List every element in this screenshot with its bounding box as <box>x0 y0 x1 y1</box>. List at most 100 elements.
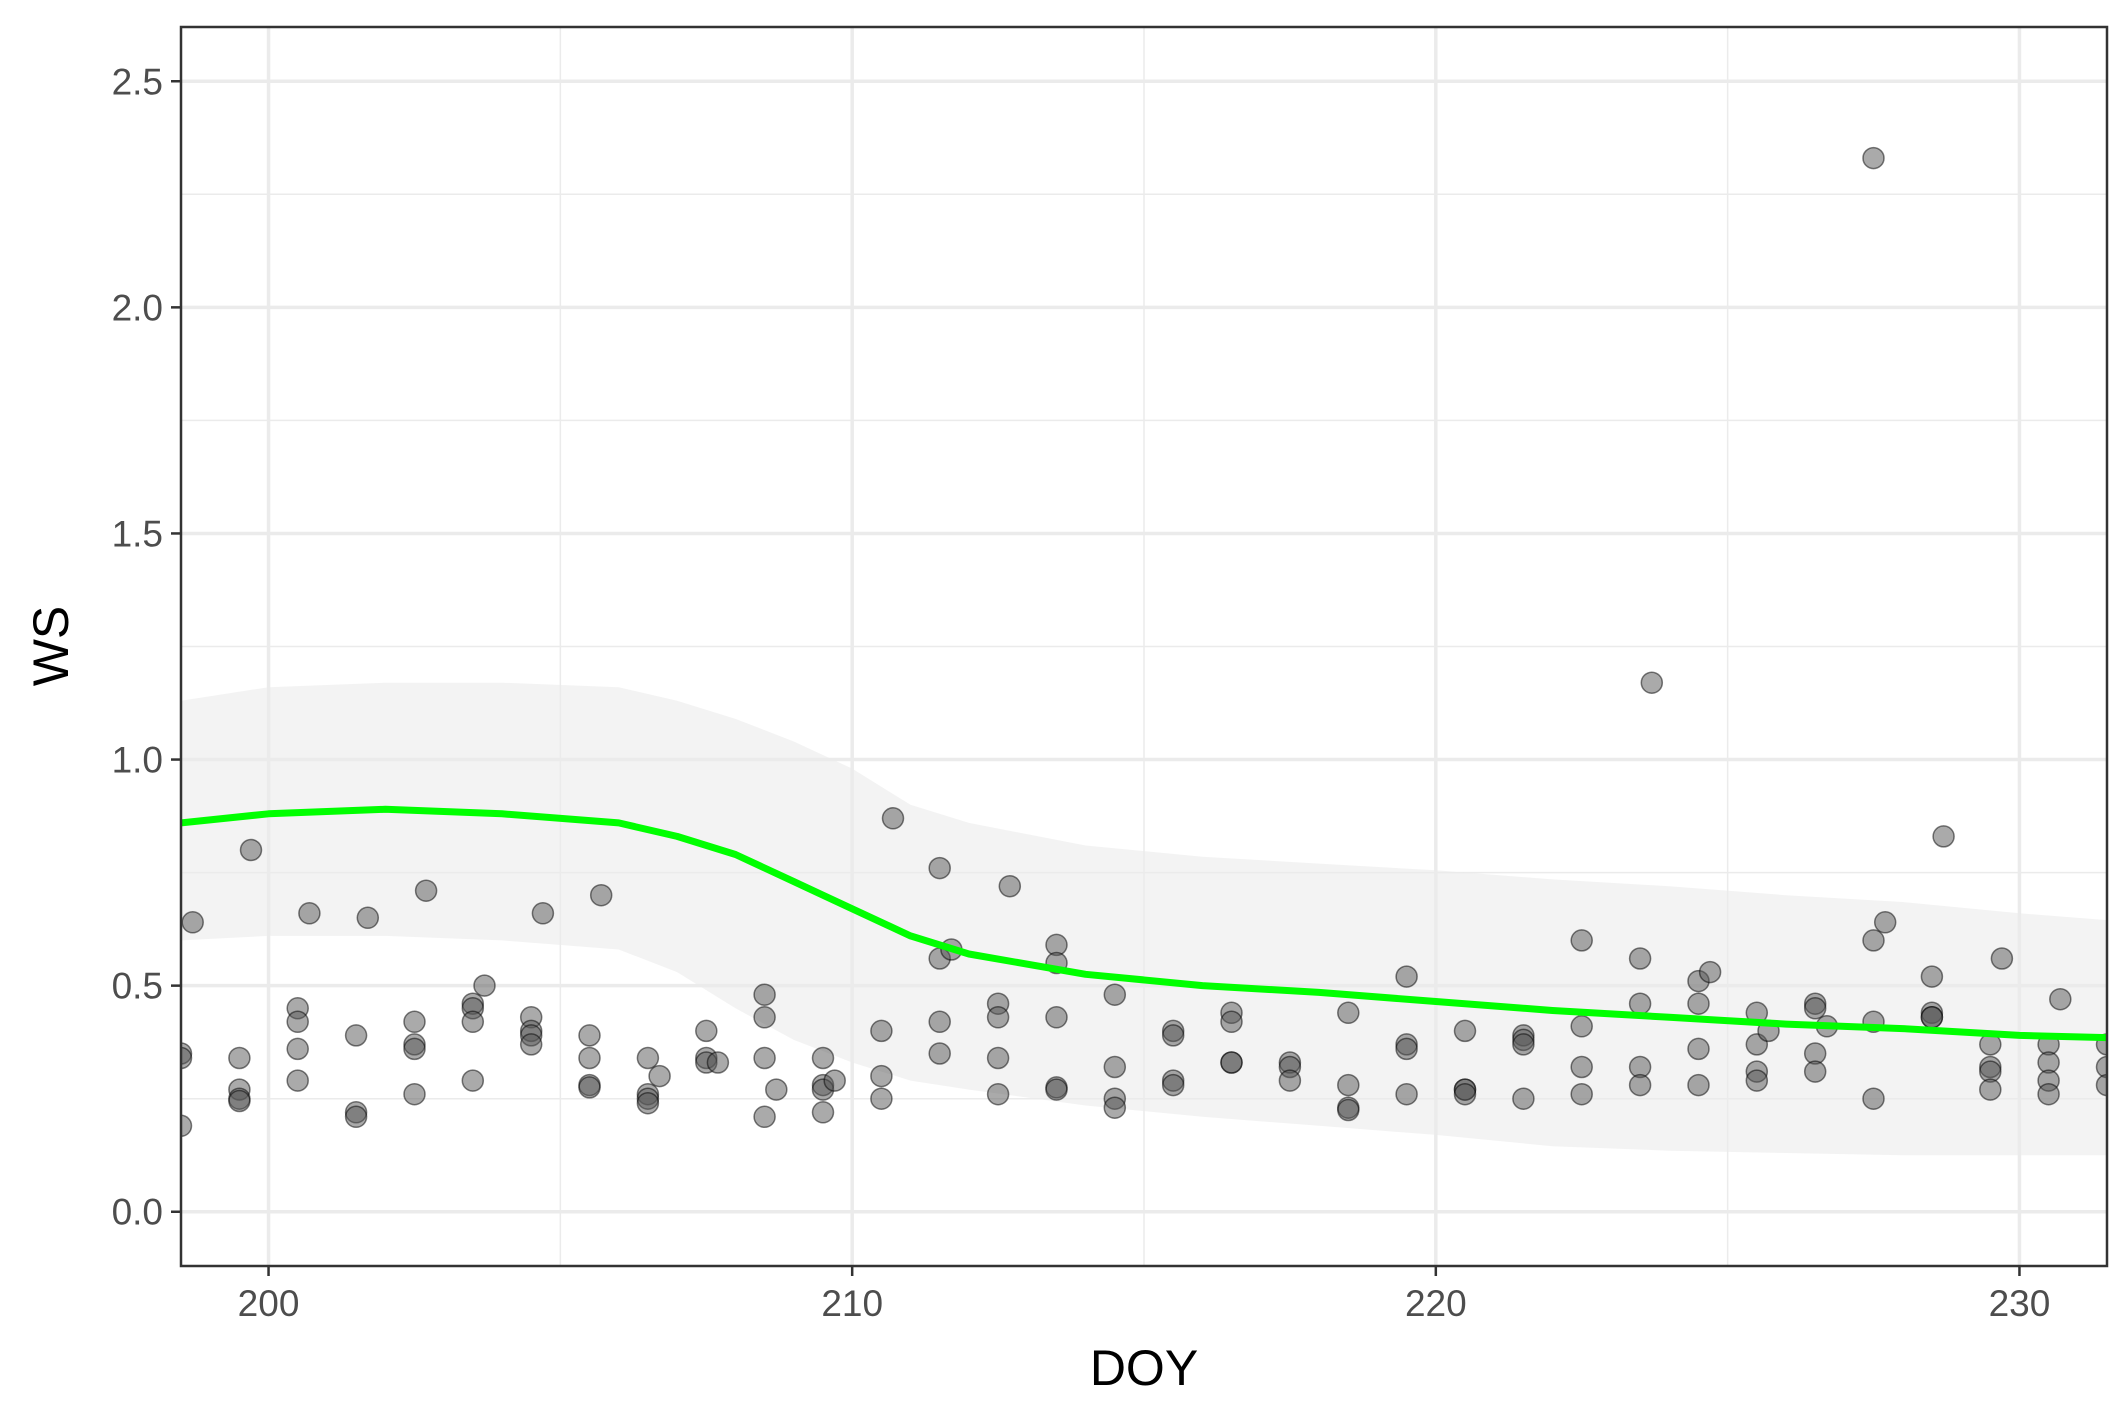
data-point <box>636 1091 660 1115</box>
data-point <box>1920 965 1944 988</box>
panel-border <box>179 25 2109 1268</box>
data-point <box>589 883 613 907</box>
data-point <box>181 1046 193 1070</box>
x-tick-label: 230 <box>1989 1283 2051 1324</box>
data-point <box>1570 1015 1593 1038</box>
data-point <box>1512 1033 1535 1056</box>
data-point <box>1103 983 1127 1006</box>
data-point <box>1512 1087 1535 1110</box>
data-point <box>1337 1098 1360 1122</box>
data-point <box>1979 1078 2002 1101</box>
data-point <box>228 1089 251 1113</box>
data-point <box>414 879 438 902</box>
data-point <box>1337 1073 1360 1097</box>
data-point <box>473 974 496 997</box>
data-point <box>986 1082 1010 1106</box>
data-point <box>239 838 263 862</box>
data-point <box>1045 1006 1068 1029</box>
data-point <box>1103 1055 1127 1079</box>
data-point <box>1395 1082 1418 1106</box>
data-point <box>1628 947 1652 970</box>
data-point <box>181 1114 193 1138</box>
smooth-line <box>181 805 2107 1042</box>
x-tick-label: 220 <box>1405 1283 1467 1324</box>
data-point <box>578 1046 601 1070</box>
data-point <box>1570 1082 1593 1106</box>
data-point <box>286 1069 309 1092</box>
data-point <box>765 1078 788 1101</box>
points-layer <box>181 146 2107 1138</box>
data-point <box>1873 911 1897 934</box>
data-point <box>881 807 905 830</box>
data-point <box>753 1105 776 1129</box>
data-point <box>1628 992 1652 1015</box>
data-point <box>928 1010 951 1034</box>
data-point <box>578 1024 601 1047</box>
data-point <box>870 1064 893 1088</box>
data-point <box>1687 1073 1710 1097</box>
data-point <box>1161 1024 1185 1047</box>
data-point <box>706 1051 730 1074</box>
data-point <box>1453 1019 1477 1043</box>
data-layer <box>181 146 2107 1156</box>
data-point <box>998 874 1022 898</box>
data-point <box>1862 146 1885 170</box>
data-point <box>461 1010 485 1034</box>
data-point <box>2095 1055 2107 1079</box>
data-point <box>1570 1055 1593 1079</box>
data-point <box>578 1076 601 1099</box>
data-point <box>1453 1082 1477 1106</box>
data-point <box>870 1019 893 1043</box>
data-point <box>1570 929 1593 952</box>
x-axis-title: DOY <box>1090 1340 1198 1396</box>
data-point <box>1862 929 1885 952</box>
data-point <box>1337 1001 1360 1025</box>
data-point <box>286 1037 309 1061</box>
y-tick-label: 1.0 <box>112 740 163 781</box>
data-point <box>531 902 555 925</box>
y-tick-label: 2.5 <box>112 61 163 102</box>
x-tick-label: 200 <box>238 1283 300 1324</box>
data-point <box>1045 1078 1068 1101</box>
data-point <box>1803 1060 1827 1083</box>
y-axis-title: WS <box>23 606 79 687</box>
data-point <box>403 1037 426 1061</box>
data-point <box>986 1006 1010 1029</box>
data-point <box>811 1101 835 1124</box>
data-point <box>1640 671 1664 694</box>
data-point <box>461 1069 485 1092</box>
y-tick-label: 2.0 <box>112 287 163 328</box>
data-point <box>1932 825 1955 848</box>
data-point <box>811 1046 835 1070</box>
data-point <box>1990 947 2014 970</box>
data-point <box>1161 1073 1185 1097</box>
data-point <box>344 1105 368 1129</box>
data-point <box>1395 965 1418 988</box>
data-point <box>1698 960 1722 984</box>
data-point <box>753 1046 776 1070</box>
data-point <box>1745 1069 1769 1092</box>
data-point <box>1278 1069 1302 1092</box>
data-point <box>1395 1037 1418 1061</box>
data-point <box>1220 1051 1243 1074</box>
data-point <box>870 1087 893 1110</box>
data-point <box>344 1024 368 1047</box>
data-point <box>2037 1082 2060 1106</box>
data-point <box>823 1069 846 1092</box>
data-point <box>1103 1096 1127 1119</box>
confidence-ribbon <box>181 682 2107 1156</box>
data-point <box>636 1046 660 1070</box>
data-point <box>1628 1073 1652 1097</box>
y-tick-label: 0.0 <box>112 1192 163 1233</box>
data-point <box>2095 1073 2107 1097</box>
data-point <box>928 1042 951 1065</box>
data-point <box>228 1046 251 1070</box>
data-point <box>648 1064 671 1088</box>
data-point <box>356 906 380 930</box>
data-point <box>928 856 951 880</box>
data-point <box>403 1082 426 1106</box>
data-point <box>1920 1006 1944 1029</box>
axis-layer: 200 210 220 230 0.0 0.5 1.0 1.5 2.0 2.5 <box>112 61 2051 1324</box>
data-point <box>753 983 776 1006</box>
